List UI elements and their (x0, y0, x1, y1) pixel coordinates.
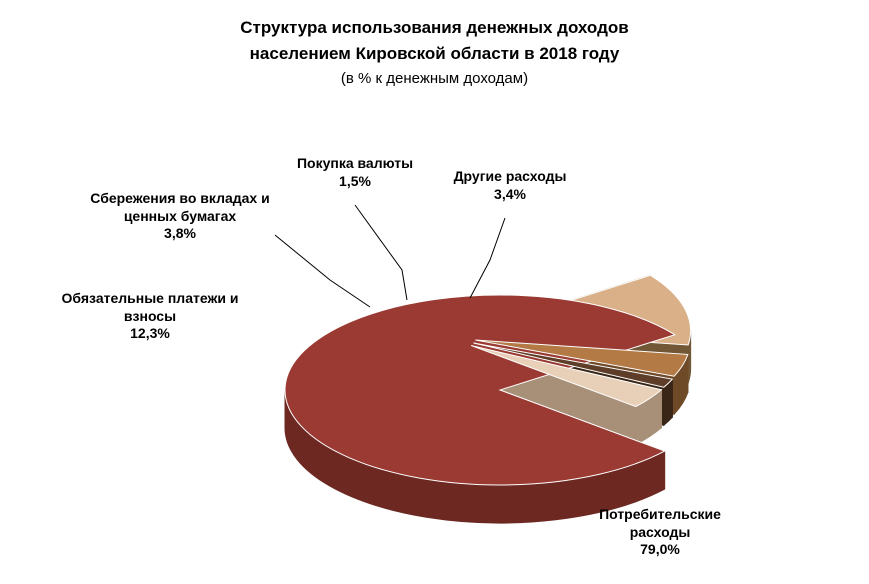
slice-label-other: Другие расходы3,4% (450, 168, 570, 203)
slice-pct: 3,4% (450, 186, 570, 204)
slice-pct: 12,3% (60, 325, 240, 343)
slice-name: Другие расходы (450, 168, 570, 186)
slice-name: Потребительские расходы (570, 506, 750, 541)
pie-chart: Потребительские расходы79,0% Обязательные… (0, 0, 869, 584)
slice-label-mandatory: Обязательные платежи и взносы12,3% (60, 290, 240, 343)
slice-label-consumer: Потребительские расходы79,0% (570, 506, 750, 559)
slice-name: Покупка валюты (295, 155, 415, 173)
slice-pct: 3,8% (85, 225, 275, 243)
slice-label-savings: Сбережения во вкладах и ценных бумагах3,… (85, 190, 275, 243)
slice-name: Сбережения во вкладах и ценных бумагах (85, 190, 275, 225)
slice-pct: 1,5% (295, 173, 415, 191)
slice-label-currency: Покупка валюты1,5% (295, 155, 415, 190)
slice-pct: 79,0% (570, 541, 750, 559)
slice-name: Обязательные платежи и взносы (60, 290, 240, 325)
